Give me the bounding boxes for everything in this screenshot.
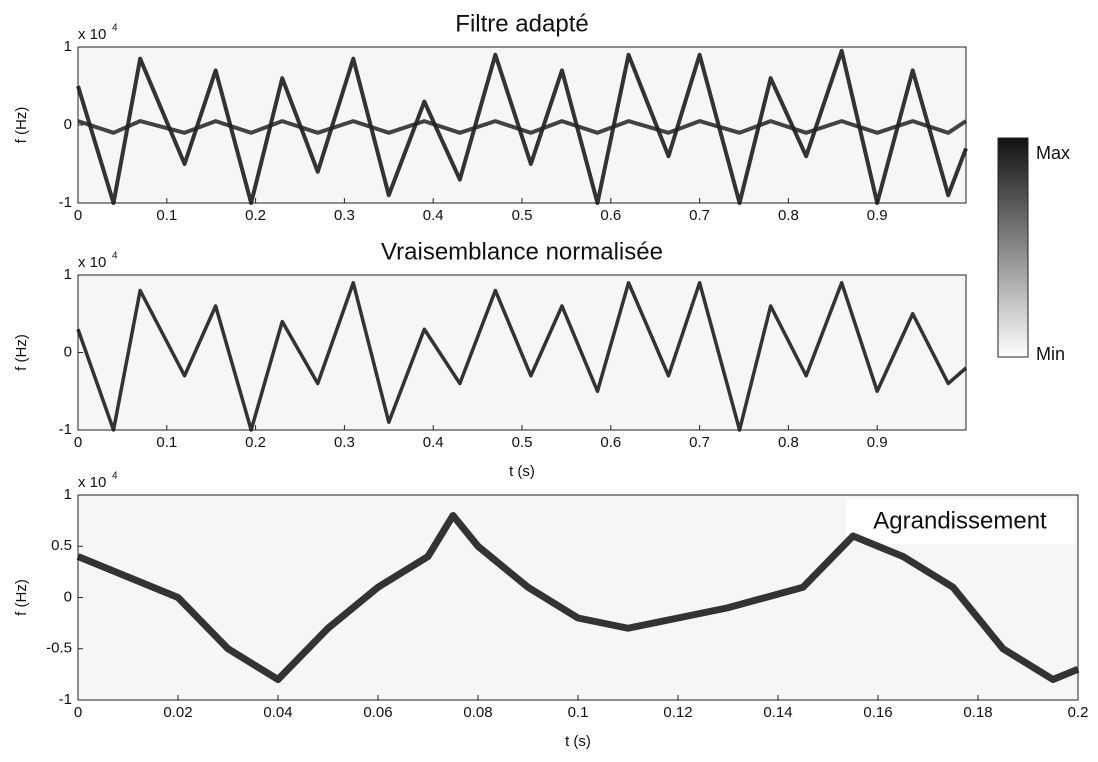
y-tick-label: 1	[64, 38, 72, 55]
y-tick-label: -1	[59, 421, 72, 438]
annotation-box	[846, 498, 1074, 544]
y-axis-label: f (Hz)	[13, 334, 30, 371]
y-tick-label: 1	[64, 486, 72, 503]
ridge-line	[76, 512, 1080, 683]
y-multiplier-exponent: 4	[112, 23, 118, 34]
ridge-line	[77, 119, 968, 135]
x-tick-label: 0.4	[423, 434, 444, 451]
y-multiplier: x 10	[78, 474, 106, 491]
x-tick-label: 0.08	[463, 704, 492, 721]
y-axis-label: f (Hz)	[13, 107, 30, 144]
y-multiplier-exponent: 4	[112, 251, 118, 262]
y-tick-label: 0	[64, 588, 72, 605]
x-tick-label: 0.8	[778, 207, 799, 224]
x-tick-label: 0.12	[663, 704, 692, 721]
x-tick-label: 0.1	[568, 704, 589, 721]
x-axis-label: t (s)	[509, 463, 535, 480]
x-axis-label: t (s)	[565, 733, 591, 750]
y-tick-label: 0.5	[51, 537, 72, 554]
x-tick-label: 0.2	[1068, 704, 1089, 721]
x-tick-label: 0.2	[245, 207, 266, 224]
x-tick-label: 0.2	[245, 434, 266, 451]
x-tick-label: 0.7	[689, 207, 710, 224]
x-tick-label: 0.9	[867, 434, 888, 451]
y-multiplier: x 10	[78, 254, 106, 271]
x-tick-label: 0.04	[263, 704, 292, 721]
x-tick-label: 0.3	[334, 434, 355, 451]
y-multiplier-exponent: 4	[112, 471, 118, 482]
y-tick-label: 1	[64, 266, 72, 283]
colorbar-max: Max	[1036, 143, 1070, 163]
x-tick-label: 0.16	[863, 704, 892, 721]
annotation: Agrandissement	[873, 507, 1047, 534]
x-tick-label: 0.5	[512, 207, 533, 224]
x-tick-label: 0.9	[867, 207, 888, 224]
x-tick-label: 0.4	[423, 207, 444, 224]
x-tick-label: 0.1	[156, 207, 177, 224]
x-tick-label: 0.3	[334, 207, 355, 224]
x-tick-label: 0	[74, 207, 82, 224]
y-tick-label: 0	[64, 343, 72, 360]
x-tick-label: 0.06	[363, 704, 392, 721]
x-tick-label: 0	[74, 434, 82, 451]
x-tick-label: 0.8	[778, 434, 799, 451]
x-tick-label: 0.02	[163, 704, 192, 721]
colorbar-min: Min	[1036, 344, 1065, 364]
y-tick-label: 0	[64, 116, 72, 133]
y-multiplier: x 10	[78, 26, 106, 43]
ridge-line	[76, 48, 968, 205]
x-tick-label: 0.1	[156, 434, 177, 451]
y-axis-label: f (Hz)	[13, 579, 30, 616]
ridge-line	[76, 281, 968, 432]
x-tick-label: 0.6	[600, 434, 621, 451]
x-tick-label: 0.5	[512, 434, 533, 451]
chart-title: Filtre adapté	[455, 10, 588, 37]
x-tick-label: 0.14	[763, 704, 792, 721]
chart-title: Vraisemblance normalisée	[381, 238, 663, 265]
y-tick-label: -1	[59, 194, 72, 211]
colorbar	[997, 137, 1029, 358]
x-tick-label: 0.7	[689, 434, 710, 451]
x-tick-label: 0	[74, 704, 82, 721]
y-tick-label: -0.5	[46, 640, 72, 657]
x-tick-label: 0.6	[600, 207, 621, 224]
y-tick-label: -1	[59, 691, 72, 708]
x-tick-label: 0.18	[963, 704, 992, 721]
